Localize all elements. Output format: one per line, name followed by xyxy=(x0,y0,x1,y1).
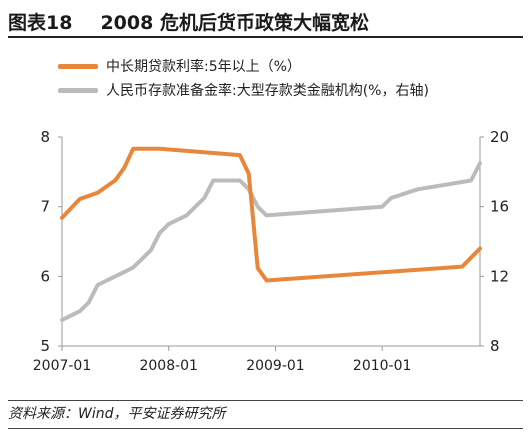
y-left-tick-label-0: 5 xyxy=(40,337,50,355)
chart-title: 2008 危机后货币政策大幅宽松 xyxy=(100,11,369,34)
x-tick-label-2: 2009-01 xyxy=(246,358,305,374)
y-right-tick-label-0: 8 xyxy=(490,337,500,355)
x-tick-label-0: 2007-01 xyxy=(33,358,92,374)
legend-label-reserve-ratio: 人民币存款准备金率:大型存款类金融机构(%，右轴) xyxy=(106,83,429,99)
x-tick-label-3: 2010-01 xyxy=(353,358,412,374)
x-tick-label-1: 2008-01 xyxy=(139,358,198,374)
y-right-tick-label-3: 20 xyxy=(490,128,509,146)
y-left-tick-label-3: 8 xyxy=(40,128,50,146)
y-right-tick-label-2: 16 xyxy=(490,198,509,216)
y-left-tick-label-2: 7 xyxy=(40,198,50,216)
title-bar: 图表18 2008 危机后货币政策大幅宽松 xyxy=(8,6,523,38)
legend-item-reserve-ratio: 人民币存款准备金率:大型存款类金融机构(%，右轴) xyxy=(58,78,429,102)
legend-item-lending-rate: 中长期贷款利率:5年以上（%） xyxy=(58,54,429,78)
bottom-rule xyxy=(8,428,523,429)
figure-number: 图表18 xyxy=(8,11,73,34)
legend-label-lending-rate: 中长期贷款利率:5年以上（%） xyxy=(106,59,301,75)
legend: 中长期贷款利率:5年以上（%） 人民币存款准备金率:大型存款类金融机构(%，右轴… xyxy=(58,54,429,102)
series-line-reserve-ratio xyxy=(60,161,482,322)
y-left-tick-label-1: 6 xyxy=(40,267,50,285)
source-note: 资料来源：Wind，平安证券研究所 xyxy=(8,400,523,429)
y-right-tick-label-1: 12 xyxy=(490,267,509,285)
series-line-lending-rate xyxy=(60,146,482,283)
legend-swatch-reserve-ratio xyxy=(58,87,98,93)
legend-swatch-lending-rate xyxy=(58,63,98,69)
